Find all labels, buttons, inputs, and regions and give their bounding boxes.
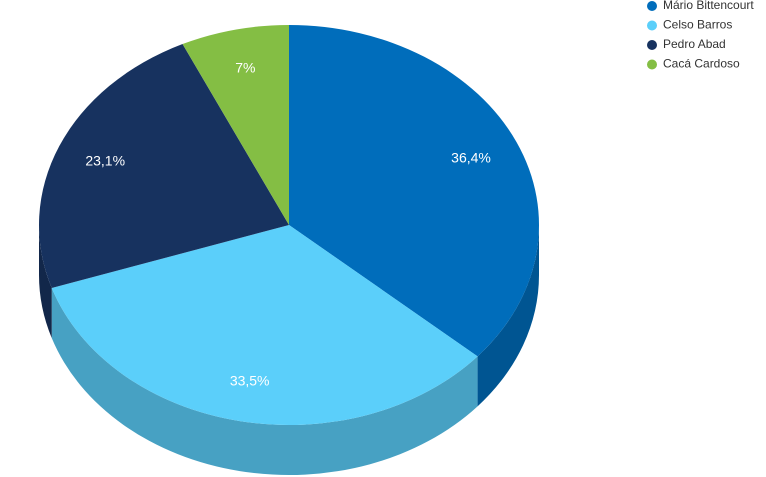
legend-marker [647,59,657,70]
data-label: 7% [235,60,255,76]
legend-marker [647,40,657,50]
pie-slice-side [51,287,478,475]
data-label: 33,5% [230,373,270,389]
legend-label: Cacá Cardoso [663,57,740,71]
pie-slice [289,25,539,357]
legend-label: Pedro Abad [663,37,726,51]
legend-label: Celso Barros [663,18,732,32]
legend-label: Mário Bittencourt [663,0,754,12]
legend-marker [647,20,657,31]
pie-slice [51,225,478,425]
data-label: 36,4% [451,149,491,165]
pie-slice-side [477,225,539,407]
pie-slice [182,25,289,225]
data-label: 23,1% [85,153,125,169]
pie-slice [39,44,289,288]
legend-marker [647,1,657,11]
pie-slice-side [39,225,52,338]
